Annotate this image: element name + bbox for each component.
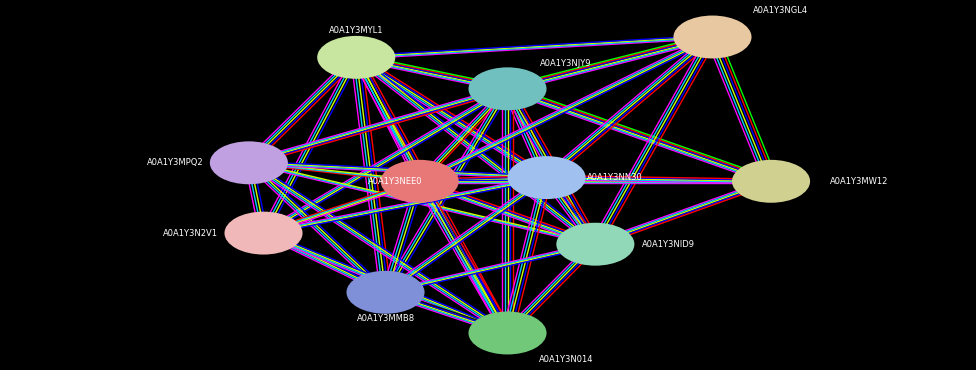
Ellipse shape [210,141,288,184]
Text: A0A1Y3NN30: A0A1Y3NN30 [587,173,643,182]
Text: A0A1Y3MPQ2: A0A1Y3MPQ2 [147,158,204,167]
Text: A0A1Y3NEE0: A0A1Y3NEE0 [368,177,423,186]
Text: A0A1Y3NGL4: A0A1Y3NGL4 [753,6,808,15]
Text: A0A1Y3NID9: A0A1Y3NID9 [642,240,695,249]
Ellipse shape [556,223,634,266]
Text: A0A1Y3MW12: A0A1Y3MW12 [830,177,888,186]
Ellipse shape [508,156,586,199]
Ellipse shape [317,36,395,79]
Text: A0A1Y3MYL1: A0A1Y3MYL1 [329,26,384,35]
Ellipse shape [673,16,752,58]
Ellipse shape [468,312,547,354]
Ellipse shape [224,212,303,255]
Text: A0A1Y3NJY9: A0A1Y3NJY9 [541,59,591,68]
Ellipse shape [468,67,547,110]
Text: A0A1Y3N014: A0A1Y3N014 [539,355,593,364]
Ellipse shape [381,160,459,203]
Text: A0A1Y3MMB8: A0A1Y3MMB8 [356,314,415,323]
Ellipse shape [732,160,810,203]
Text: A0A1Y3N2V1: A0A1Y3N2V1 [163,229,218,238]
Ellipse shape [346,271,425,314]
